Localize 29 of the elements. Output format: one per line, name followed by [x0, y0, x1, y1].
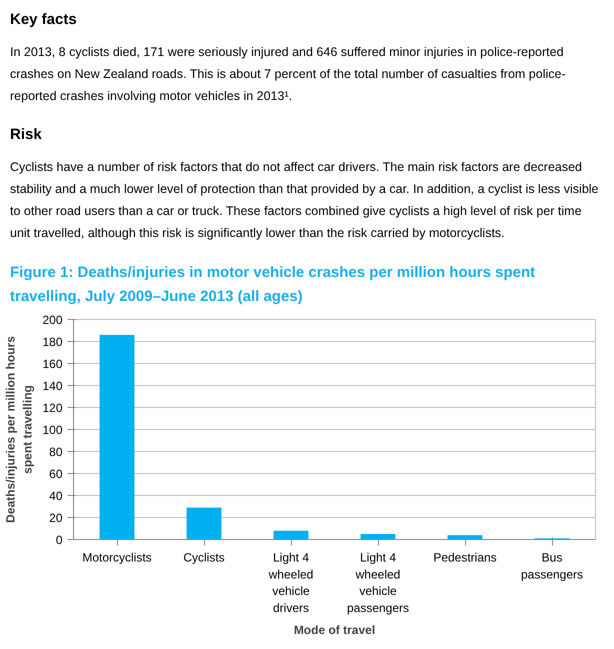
y-tick-label: 80 [49, 444, 63, 459]
bar [360, 534, 396, 540]
bar [448, 535, 482, 540]
text: Cyclists have a number of risk factors that do not affect car drivers. The main risk factors are decreased stability and a much lower level of protection than that provided by a car. In addition, a cyclist is less visible to other road users than a car or truck. These factors combined give cyclists a high level of risk per time unit travelled, although this risk is significantly lower than the risk carried by motorcyclists. [10, 159, 600, 242]
x-tick-label: Cyclists [183, 550, 225, 564]
bar [100, 334, 134, 540]
y-tick-label: 180 [42, 334, 63, 349]
y-tick-label: 120 [42, 400, 63, 415]
bar [186, 508, 222, 540]
y-tick-label: 160 [42, 356, 63, 371]
x-tick-label: Light 4 wheeled vehicle passengers [346, 550, 410, 615]
x-tick-label: Pedestrians [433, 550, 497, 564]
x-tick-label: Bus passengers [520, 550, 584, 582]
y-tick-label: 60 [49, 466, 63, 481]
y-tick-label: 40 [49, 488, 63, 503]
bar [274, 530, 308, 540]
text: Key facts [10, 10, 77, 30]
x-tick-label: Motorcyclists [82, 550, 152, 564]
y-tick-label: 0 [56, 532, 63, 547]
y-tick-label: 100 [42, 422, 63, 437]
y-axis-title: Deaths/injuries per million hours spent travelling [4, 336, 34, 523]
chart-title: Figure 1: Deaths/injuries in motor vehicle crashes per million hours spent travelling, July 2009–June 2013 (all ages) [10, 262, 536, 307]
y-tick-label: 20 [49, 510, 63, 525]
text: Risk [10, 125, 42, 146]
text: In 2013, 8 cyclists died, 171 were seriously injured and 646 suffered minor injuries in police-reported crashes on New Zealand roads. This is about 7 percent of the total number of casualties from police-reported crashes involving motor vehicles in 2013¹. [10, 44, 567, 106]
x-tick-label: Light 4 wheeled vehicle drivers [268, 550, 314, 615]
y-tick-label: 200 [42, 312, 63, 327]
x-axis-title: Mode of travel [294, 622, 376, 637]
y-tick-label: 140 [42, 378, 63, 393]
